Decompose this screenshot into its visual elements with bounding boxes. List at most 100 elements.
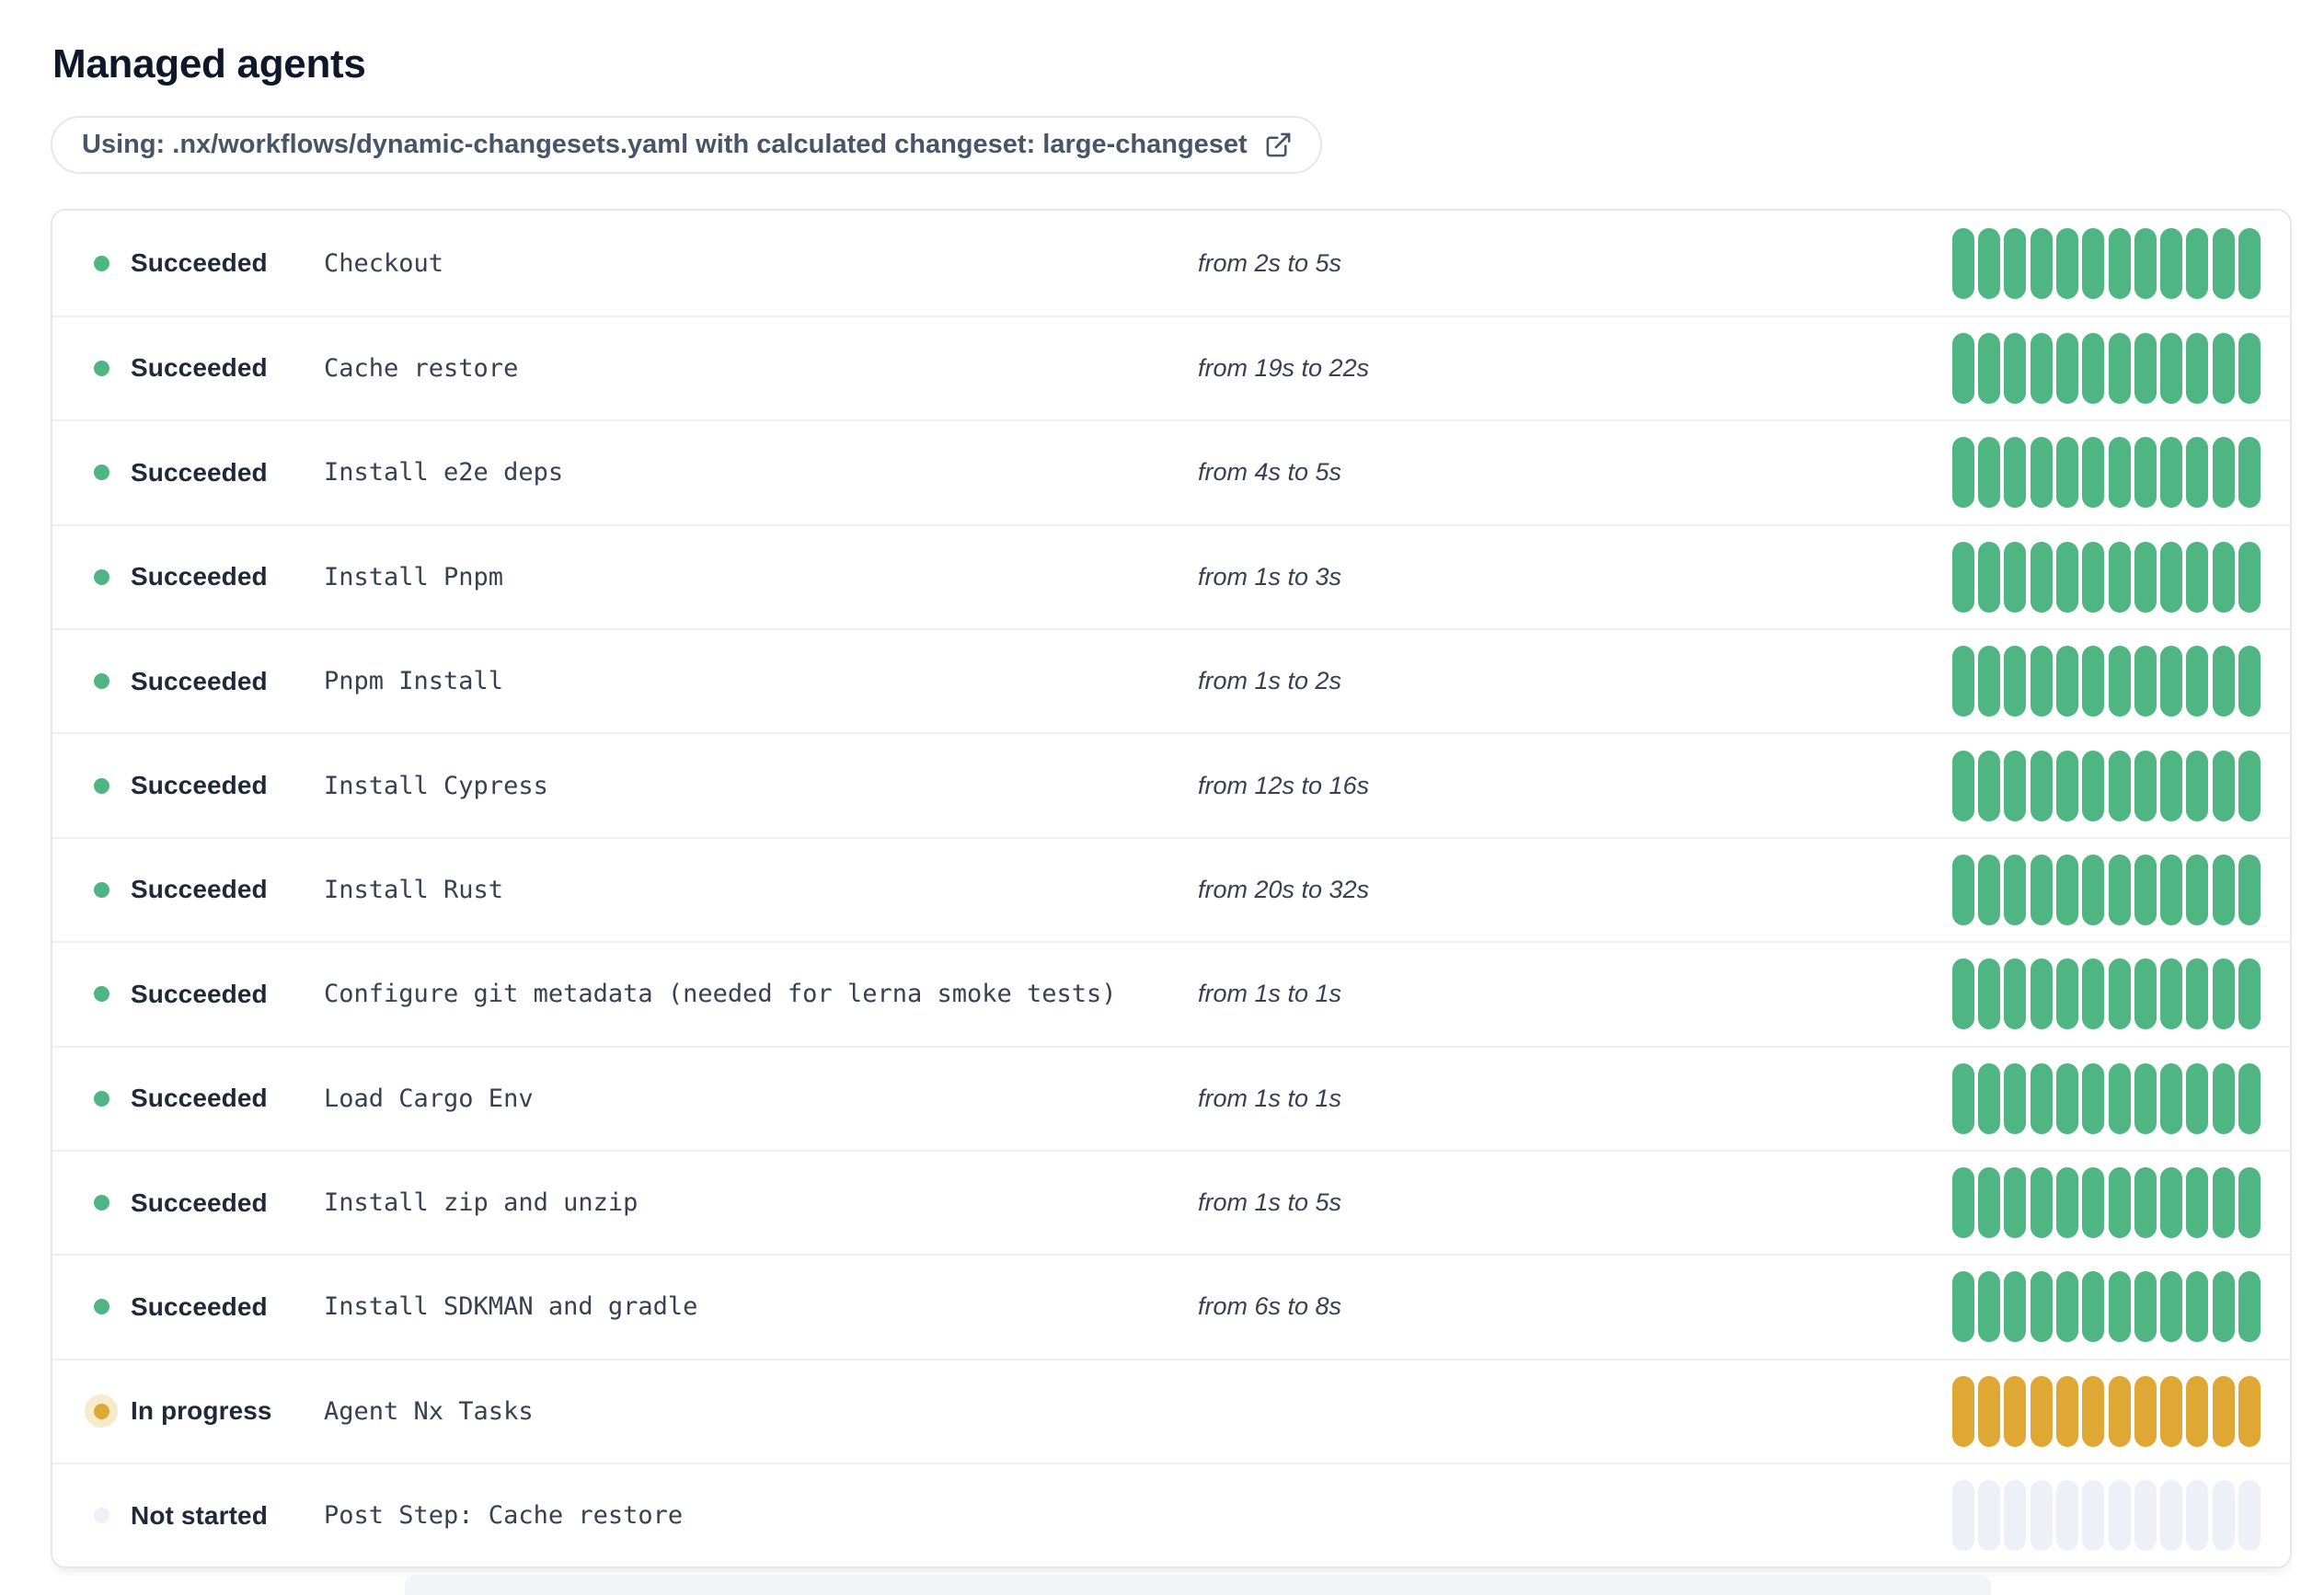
status-dot [85, 769, 118, 802]
progress-segment [2030, 646, 2053, 717]
progress-segment [2055, 332, 2078, 404]
progress-segment [2186, 750, 2209, 821]
progress-segment [2004, 958, 2027, 1030]
progress-segment [2238, 1062, 2261, 1134]
progress-segment [1951, 1271, 1974, 1343]
status-label: Succeeded [131, 457, 268, 487]
progress-segment [2212, 1375, 2235, 1447]
progress-segment [2108, 750, 2131, 821]
table-row: Succeeded Install SDKMAN and gradle from… [52, 1254, 2290, 1359]
progress-segment [1951, 227, 1974, 299]
status-dot [85, 1499, 118, 1532]
progress-segment [2108, 1480, 2131, 1552]
table-row: Succeeded Install zip and unzip from 1s … [52, 1149, 2290, 1255]
progress-segment [2082, 541, 2105, 613]
step-name: Checkout [324, 248, 444, 278]
status-label: Succeeded [131, 1188, 268, 1217]
status-dot [85, 351, 118, 384]
progress-segment [2186, 854, 2209, 925]
progress-segment [1951, 332, 1974, 404]
status-label: Succeeded [131, 979, 268, 1008]
status-label: Succeeded [131, 1084, 268, 1113]
progress-segment [1978, 332, 2001, 404]
progress-segment [2082, 1375, 2105, 1447]
step-name: Install Cypress [324, 771, 548, 800]
progress-segment [2212, 437, 2235, 509]
progress-segment [2108, 646, 2131, 717]
progress-segment [2108, 854, 2131, 925]
progress-segment [2108, 541, 2131, 613]
progress-segment [2055, 1167, 2078, 1239]
table-row: Succeeded Configure git metadata (needed… [52, 941, 2290, 1046]
progress-segment [2030, 437, 2053, 509]
progress-segment [2238, 750, 2261, 821]
table-row: In progress Agent Nx Tasks [52, 1358, 2290, 1463]
progress-segment [2212, 541, 2235, 613]
step-name: Install zip and unzip [324, 1188, 639, 1218]
step-duration: from 20s to 32s [1198, 875, 1370, 903]
progress-segment [2030, 750, 2053, 821]
progress-segment [2134, 437, 2157, 509]
managed-agents-section: Managed agents Using: .nx/workflows/dyna… [51, 41, 2292, 1569]
progress-segment [2160, 958, 2183, 1030]
progress-segment [2004, 1167, 2027, 1239]
progress-segment [2082, 958, 2105, 1030]
progress-segment [2238, 1375, 2261, 1447]
status-dot [85, 456, 118, 489]
progress-segment [2030, 958, 2053, 1030]
progress-segment [1951, 1062, 1974, 1134]
progress-segment [2030, 541, 2053, 613]
progress-segments [1951, 1271, 2261, 1343]
progress-segment [2160, 437, 2183, 509]
progress-segment [2082, 437, 2105, 509]
progress-segment [2082, 1480, 2105, 1552]
progress-segment [2238, 854, 2261, 925]
status-label: Not started [131, 1500, 268, 1530]
progress-segment [2082, 1062, 2105, 1134]
progress-segment [2212, 750, 2235, 821]
progress-segment [2055, 958, 2078, 1030]
progress-segment [2055, 750, 2078, 821]
progress-segment [2238, 437, 2261, 509]
progress-segment [2082, 227, 2105, 299]
progress-segment [1978, 1375, 2001, 1447]
progress-segment [2030, 332, 2053, 404]
step-name: Agent Nx Tasks [324, 1396, 534, 1426]
progress-segment [2004, 1375, 2027, 1447]
progress-segment [2212, 1062, 2235, 1134]
table-row: Succeeded Install Rust from 20s to 32s [52, 836, 2290, 942]
progress-segment [2134, 1062, 2157, 1134]
progress-segment [2212, 854, 2235, 925]
progress-segment [2186, 227, 2209, 299]
progress-segment [2238, 227, 2261, 299]
progress-segments [1951, 1480, 2261, 1552]
progress-segments [1951, 1062, 2261, 1134]
status-label: Succeeded [131, 666, 268, 695]
progress-segments [1951, 1167, 2261, 1239]
step-duration: from 12s to 16s [1198, 771, 1370, 799]
progress-segments [1951, 437, 2261, 509]
progress-segment [2212, 1271, 2235, 1343]
status-label: Succeeded [131, 248, 268, 278]
progress-segment [2134, 541, 2157, 613]
progress-segment [2082, 1167, 2105, 1239]
workflow-banner[interactable]: Using: .nx/workflows/dynamic-changesets.… [51, 116, 1322, 175]
progress-segment [2212, 332, 2235, 404]
progress-segment [2186, 541, 2209, 613]
progress-segment [2186, 332, 2209, 404]
progress-segment [2055, 854, 2078, 925]
step-duration: from 1s to 1s [1198, 1084, 1342, 1112]
progress-segment [2134, 1480, 2157, 1552]
status-label: Succeeded [131, 353, 268, 383]
progress-segments [1951, 750, 2261, 821]
table-row: Not started Post Step: Cache restore [52, 1463, 2290, 1567]
external-link-icon[interactable] [1264, 131, 1293, 159]
progress-segment [2082, 750, 2105, 821]
step-duration: from 19s to 22s [1198, 353, 1370, 382]
progress-segment [2004, 854, 2027, 925]
progress-segment [1951, 437, 1974, 509]
progress-segment [2055, 227, 2078, 299]
progress-segment [2004, 1480, 2027, 1552]
progress-segment [1951, 1167, 1974, 1239]
status-dot [85, 560, 118, 593]
